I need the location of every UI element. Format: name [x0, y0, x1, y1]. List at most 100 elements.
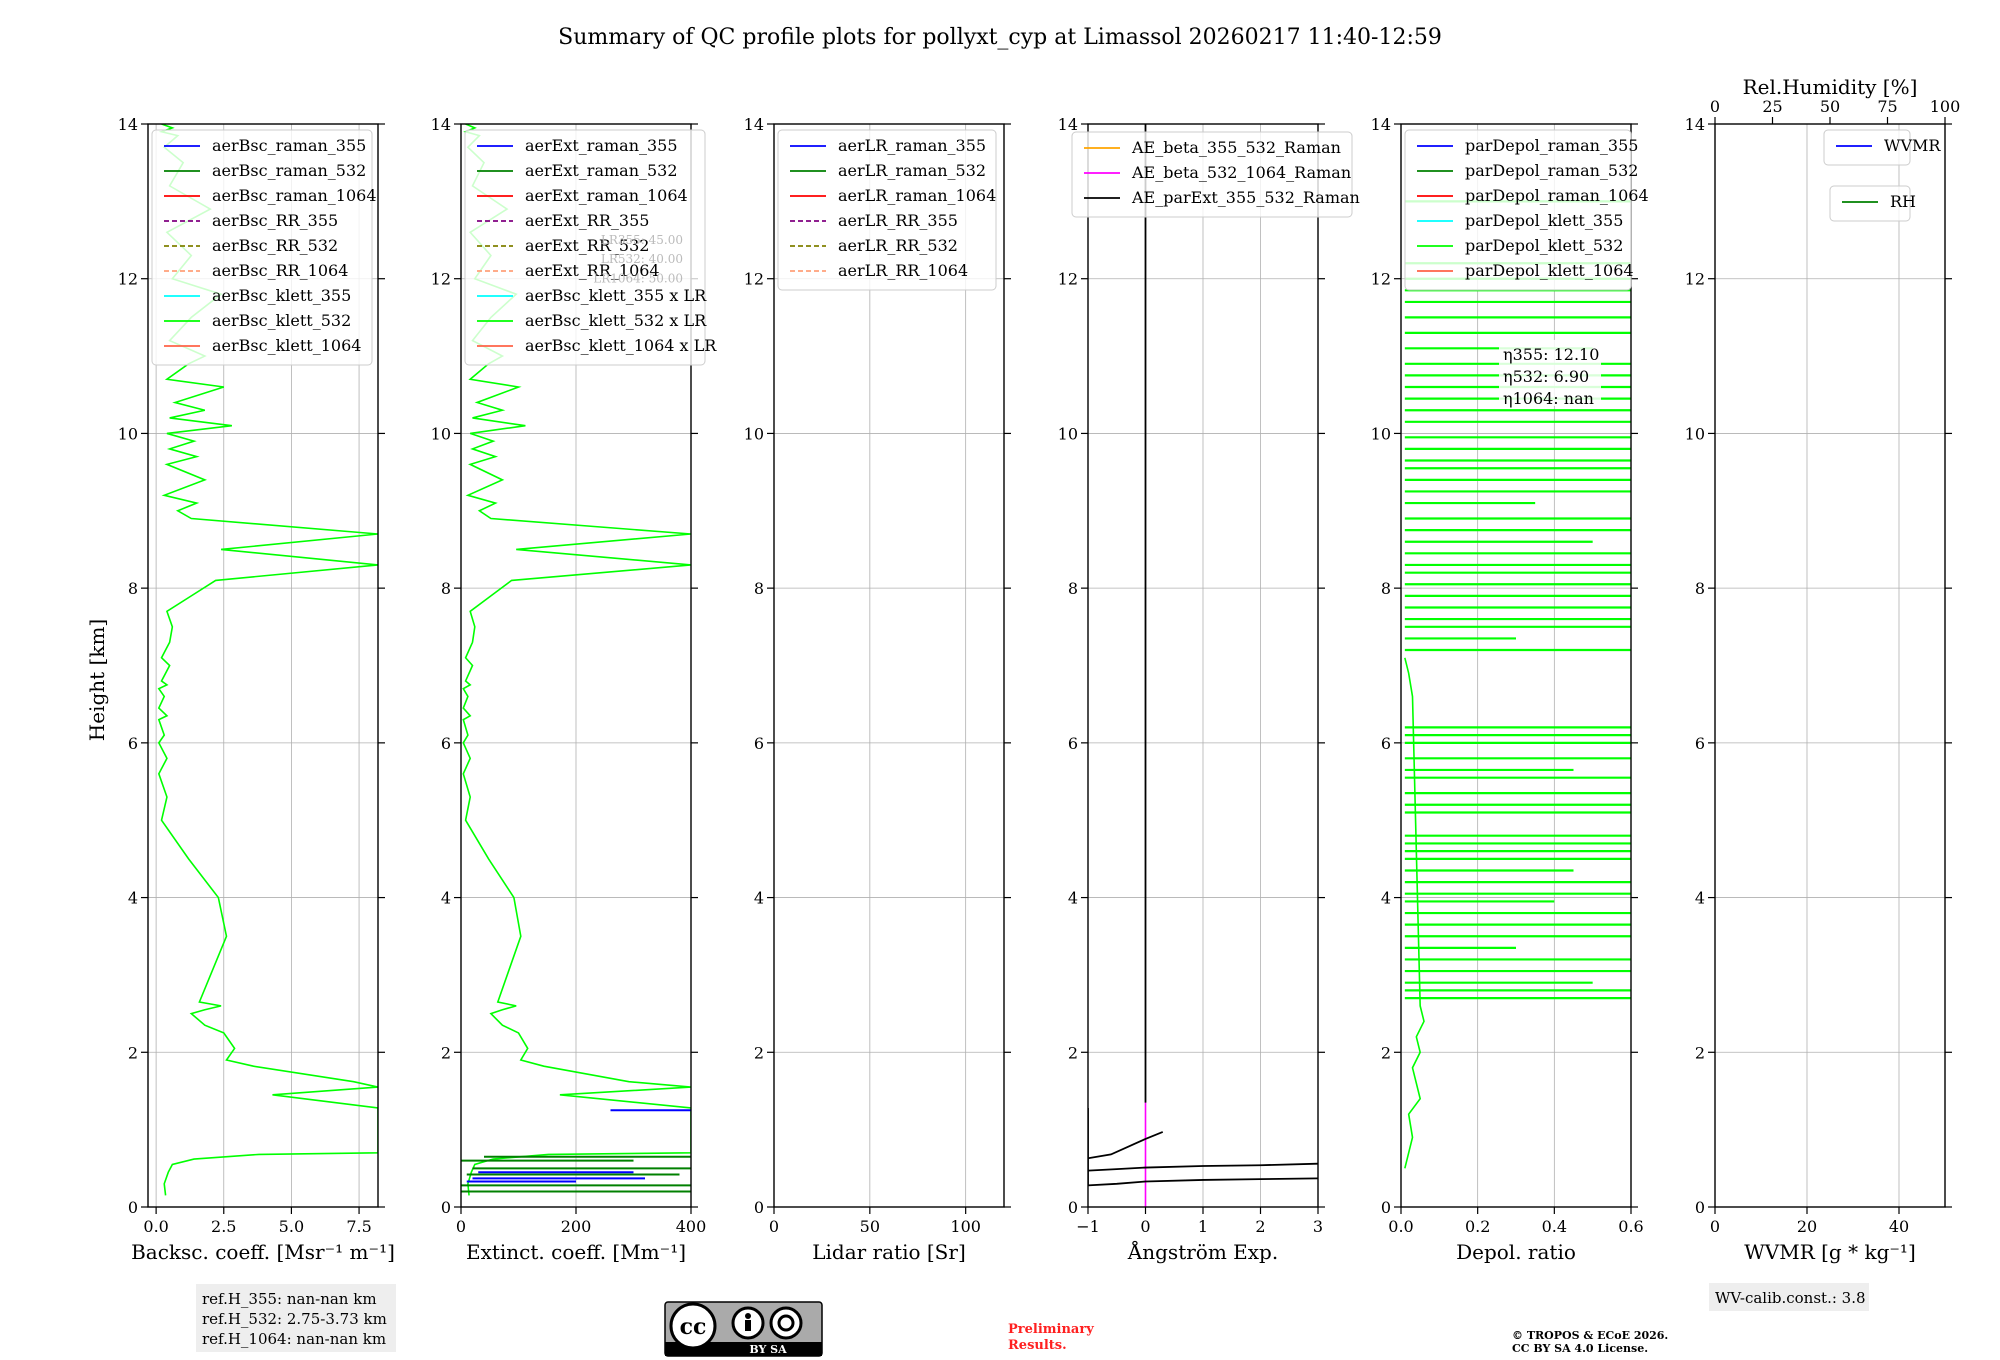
series-line [1404, 657, 1425, 1169]
y-tick-label: 10 [1371, 424, 1391, 443]
legend-label: aerLR_raman_1064 [838, 186, 996, 205]
y-tick-label: 2 [1068, 1043, 1078, 1062]
x2-tick-label: 25 [1762, 97, 1782, 116]
x-tick-label: 0.0 [143, 1217, 168, 1236]
eta-box [1499, 339, 1601, 406]
x2-tick-label: 100 [1930, 97, 1961, 116]
panel-bsc: 0.0 2.5 5.0 7.5 0 2 4 6 8 10 12 14 Backsc. coeff. [M… [118, 115, 396, 1352]
eta-label: η355: 12.10 [1503, 345, 1599, 364]
info-box [196, 1284, 396, 1352]
x-axis-label: Extinct. coeff. [Mm⁻¹] [466, 1240, 686, 1264]
legend: parDepol_raman_355 parDepol_raman_532 parD… [1404, 129, 1649, 291]
y-tick-label: 14 [744, 115, 764, 134]
legend-label: aerExt_RR_532 [525, 236, 649, 255]
series-line [1088, 1177, 1318, 1187]
legend-label: aerExt_RR_355 [525, 211, 649, 230]
legend-frame [464, 129, 706, 366]
legend-rh: RH [1829, 185, 1916, 222]
y-tick-label: 14 [1685, 115, 1705, 134]
series-group [1088, 124, 1318, 1207]
y-tick-label: 0 [754, 1198, 764, 1217]
x-axis-label: Backsc. coeff. [Msr⁻¹ m⁻¹] [131, 1240, 395, 1264]
legend-label: aerBsc_klett_1064 x LR [525, 336, 717, 355]
y-tick-label: 4 [1381, 889, 1391, 908]
cc-icon [669, 1302, 717, 1350]
x-tick-label: 0 [456, 1217, 466, 1236]
x-tick-label: 7.5 [346, 1217, 371, 1236]
legend-label: AE_beta_532_1064_Raman [1131, 163, 1351, 182]
legend-label: aerBsc_RR_1064 [212, 261, 348, 280]
y-tick-label: 4 [1068, 889, 1078, 908]
y-tick-label: 2 [754, 1043, 764, 1062]
y-tick-label: 10 [1685, 424, 1705, 443]
y-tick-label: 14 [431, 115, 451, 134]
legend-label: aerBsc_klett_355 x LR [525, 286, 707, 305]
legend-label: WVMR [1884, 136, 1941, 155]
legend-frame [1829, 185, 1911, 222]
x2-tick-label: 50 [1820, 97, 1840, 116]
eta-label: η1064: nan [1503, 389, 1594, 408]
y-tick-label: 12 [1685, 270, 1705, 289]
info-box-line: WV-calib.const.: 3.8 [1715, 1289, 1866, 1307]
plot-frame [147, 123, 379, 1208]
y-tick-label: 0 [128, 1198, 138, 1217]
legend-label: parDepol_raman_1064 [1465, 186, 1649, 205]
lr-label: LR532: 40.00 [601, 252, 683, 266]
legend-frame [1823, 129, 1911, 166]
share-alike-icon [769, 1306, 803, 1340]
legend-label: parDepol_klett_355 [1465, 211, 1623, 230]
legend-label: parDepol_klett_532 [1465, 236, 1623, 255]
x-tick-label: 5.0 [279, 1217, 304, 1236]
x-tick-label: 100 [950, 1217, 981, 1236]
legend-label: aerBsc_raman_1064 [212, 186, 377, 205]
legend-label: aerBsc_raman_532 [212, 161, 366, 180]
legend-label: aerLR_raman_355 [838, 136, 986, 155]
lr-label: LR355: 45.00 [601, 233, 683, 247]
panel-ext: 0 200 400 0 2 4 6 8 10 12 14 Extinct. coeff. [Mm⁻¹]… [431, 115, 718, 1264]
x-tick-label: 0 [1710, 1217, 1720, 1236]
x-tick-label: 40 [1889, 1217, 1909, 1236]
x-tick-label: 3 [1313, 1217, 1323, 1236]
y-tick-label: 0 [1381, 1198, 1391, 1217]
y-tick-label: 8 [128, 579, 138, 598]
series-line [1088, 1131, 1164, 1160]
y-tick-label: 0 [441, 1198, 451, 1217]
x-tick-label: 0 [1140, 1217, 1150, 1236]
y-tick-label: 2 [441, 1043, 451, 1062]
y-axis-label: Height [km] [85, 619, 109, 741]
y-tick-label: 8 [1381, 579, 1391, 598]
x-tick-label: 0.6 [1618, 1217, 1643, 1236]
y-tick-label: 4 [128, 889, 138, 908]
legend-label: aerExt_raman_1064 [525, 186, 688, 205]
panel-depol: 0.0 0.2 0.4 0.6 0 2 4 6 8 10 12 14 Depol. ratio parDe… [1371, 115, 1649, 1264]
eta-label: η532: 6.90 [1503, 367, 1589, 386]
info-box-line: ref.H_1064: nan-nan km [202, 1330, 386, 1348]
x-tick-label: −1 [1076, 1217, 1100, 1236]
y-tick-label: 10 [1058, 424, 1078, 443]
legend-label: aerBsc_raman_355 [212, 136, 366, 155]
legend-wvmr: WVMR [1823, 129, 1941, 166]
y-tick-label: 8 [1695, 579, 1705, 598]
legend: aerBsc_raman_355 aerBsc_raman_532 aerBsc_r… [151, 129, 377, 366]
x-tick-label: 400 [676, 1217, 707, 1236]
legend-label: AE_parExt_355_532_Raman [1131, 188, 1360, 207]
y-tick-label: 6 [128, 734, 138, 753]
y-tick-label: 6 [1381, 734, 1391, 753]
y-tick-label: 12 [1371, 270, 1391, 289]
copyright-line-1: © TROPOS & ECoE 2026. [1512, 1329, 1668, 1342]
info-box-line: ref.H_532: 2.75-3.73 km [202, 1310, 387, 1328]
legend-label: AE_beta_355_532_Raman [1131, 138, 1341, 157]
legend-label: aerLR_RR_355 [838, 211, 958, 230]
y-tick-label: 12 [1058, 270, 1078, 289]
legend-label: aerExt_raman_355 [525, 136, 678, 155]
plot-frame [1714, 123, 1946, 1208]
x-tick-label: 0.0 [1388, 1217, 1413, 1236]
legend-frame [151, 129, 373, 366]
y-tick-label: 10 [118, 424, 138, 443]
cc-label: BY SA [749, 1343, 787, 1356]
y-tick-label: 4 [441, 889, 451, 908]
x-tick-label: 2 [1255, 1217, 1265, 1236]
